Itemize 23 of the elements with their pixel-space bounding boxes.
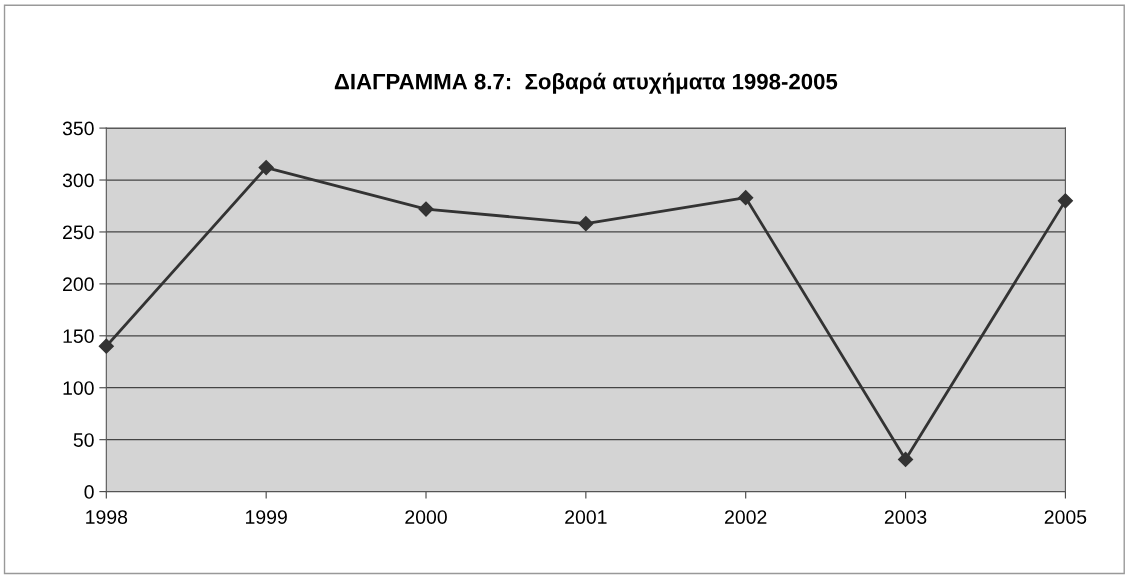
y-tick-label: 200 bbox=[63, 277, 94, 292]
y-tick-label: 250 bbox=[63, 225, 94, 240]
y-tick-label: 100 bbox=[63, 381, 94, 395]
y-tick-label: 50 bbox=[73, 433, 94, 447]
x-tick-label: 2002 bbox=[725, 510, 767, 524]
y-tick-label: 0 bbox=[84, 485, 94, 499]
point bbox=[98, 338, 114, 354]
y-tick-label: 150 bbox=[63, 329, 94, 344]
point bbox=[418, 201, 434, 217]
x-tick-label: 2000 bbox=[405, 510, 447, 524]
x-tick-label: 1999 bbox=[246, 510, 287, 524]
x-tick-label: 2005 bbox=[1044, 510, 1087, 524]
point bbox=[1057, 193, 1073, 209]
chart-title: ΔΙΑΓΡΑΜΜΑ 8.7: Σοβαρά ατυχήματα 1998-2005 bbox=[334, 72, 838, 94]
x-tick-label: 1998 bbox=[86, 510, 128, 524]
point bbox=[578, 216, 594, 232]
x-tick-label: 2003 bbox=[884, 510, 927, 524]
point bbox=[738, 190, 754, 206]
x-tick-label: 2001 bbox=[565, 510, 607, 524]
point bbox=[258, 159, 274, 176]
point bbox=[897, 451, 914, 467]
y-tick-label: 300 bbox=[62, 173, 94, 188]
y-tick-label: 350 bbox=[62, 121, 94, 136]
